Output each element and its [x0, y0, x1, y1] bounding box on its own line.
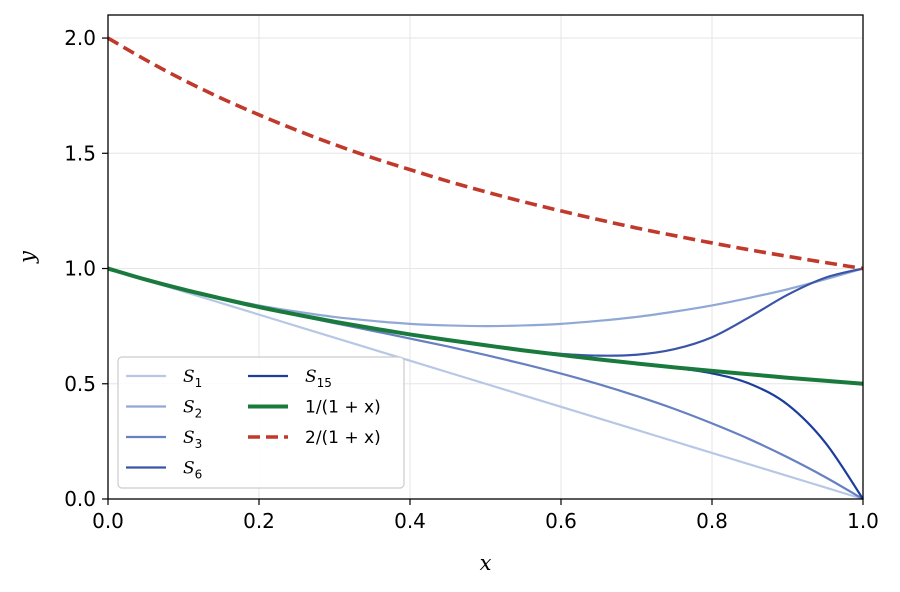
- series-line-1-1-x: [107, 266, 864, 386]
- x-tick-label: 0.2: [243, 509, 275, 533]
- x-tick-label: 0.0: [92, 509, 124, 533]
- legend-box: [117, 356, 405, 489]
- x-tick-label: 0.8: [696, 509, 728, 533]
- legend-label: S3: [183, 428, 202, 451]
- plot-frame: [107, 14, 864, 500]
- legend-label: S15: [305, 367, 332, 390]
- legend-label: S6: [183, 459, 202, 482]
- x-axis-label: x: [480, 551, 492, 575]
- y-axis-label: y: [15, 250, 39, 264]
- ticks: 0.0 0.2 0.4 0.6 0.8 1.0 0.0 0.5 1.0 1.5 2.0: [64, 26, 879, 533]
- series-line-2-1-x: [107, 36, 864, 271]
- y-tick-label: 2.0: [64, 26, 96, 50]
- series-group: [107, 36, 864, 501]
- series-line-s1: [107, 267, 864, 501]
- legend-label: S1: [183, 367, 202, 390]
- y-tick-label: 1.0: [64, 257, 96, 281]
- legend-label: 1/(1 + x): [305, 398, 381, 418]
- legend-label: 2/(1 + x): [305, 428, 381, 448]
- y-tick-label: 0.0: [64, 487, 96, 511]
- y-tick-label: 0.5: [64, 372, 96, 396]
- legend: S1 S2 S3 S6 S15 1/(1 + x) 2/(1 + x): [117, 356, 405, 489]
- legend-label: S2: [183, 398, 202, 421]
- x-tick-label: 1.0: [847, 509, 879, 533]
- x-tick-label: 0.6: [545, 509, 577, 533]
- y-tick-label: 1.5: [64, 141, 96, 165]
- x-tick-label: 0.4: [394, 509, 426, 533]
